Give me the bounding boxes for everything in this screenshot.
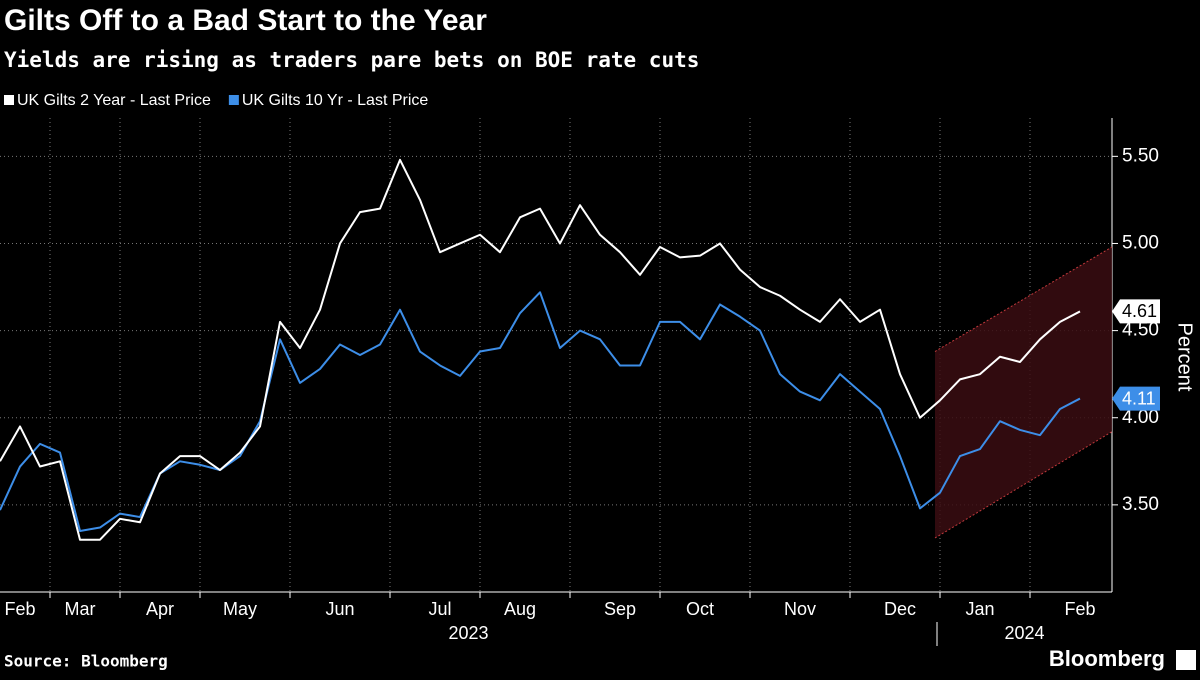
x-tick-label: Sep <box>604 599 636 619</box>
x-tick-label: Apr <box>146 599 174 619</box>
y-axis-label: Percent <box>1174 323 1196 392</box>
chart-subtitle: Yields are rising as traders pare bets o… <box>4 48 699 72</box>
x-tick-label: May <box>223 599 257 619</box>
year-label: 2024 <box>1004 623 1044 643</box>
logo-icon <box>1176 650 1196 670</box>
x-tick-label: Oct <box>686 599 714 619</box>
x-tick-label: Mar <box>65 599 96 619</box>
year-label: 2023 <box>448 623 488 643</box>
channel-lower <box>934 431 1113 539</box>
chart-title: Gilts Off to a Bad Start to the Year <box>4 4 487 37</box>
source: Source: Bloomberg <box>4 652 168 671</box>
last-value-label: 4.61 <box>1122 301 1157 321</box>
x-tick-label: Jul <box>428 599 451 619</box>
last-value-label: 4.11 <box>1122 388 1156 408</box>
x-tick-label: Jun <box>325 599 354 619</box>
legend-swatch <box>228 95 239 105</box>
y-tick-label: 5.50 <box>1122 145 1159 166</box>
series-line <box>0 158 1081 541</box>
x-tick-label: Feb <box>4 599 35 619</box>
last-value-tag <box>1112 386 1160 411</box>
legend-label: UK Gilts 2 Year - Last Price <box>17 92 211 109</box>
series-line <box>0 291 1081 533</box>
legend-swatch <box>4 95 14 105</box>
y-tick-label: 5.00 <box>1122 232 1159 253</box>
x-tick-label: Nov <box>784 599 816 619</box>
trend-channel <box>935 246 1112 538</box>
logo: Bloomberg <box>1049 646 1165 671</box>
y-tick-label: 3.50 <box>1122 494 1159 515</box>
legend-label: UK Gilts 10 Yr - Last Price <box>242 92 429 109</box>
x-tick-label: Feb <box>1064 599 1095 619</box>
last-value-tag <box>1112 299 1160 324</box>
x-tick-label: Dec <box>884 599 916 619</box>
x-tick-label: Jan <box>965 599 994 619</box>
y-tick-label: 4.50 <box>1122 320 1159 341</box>
y-tick-label: 4.00 <box>1122 407 1159 428</box>
x-tick-label: Aug <box>504 599 536 619</box>
